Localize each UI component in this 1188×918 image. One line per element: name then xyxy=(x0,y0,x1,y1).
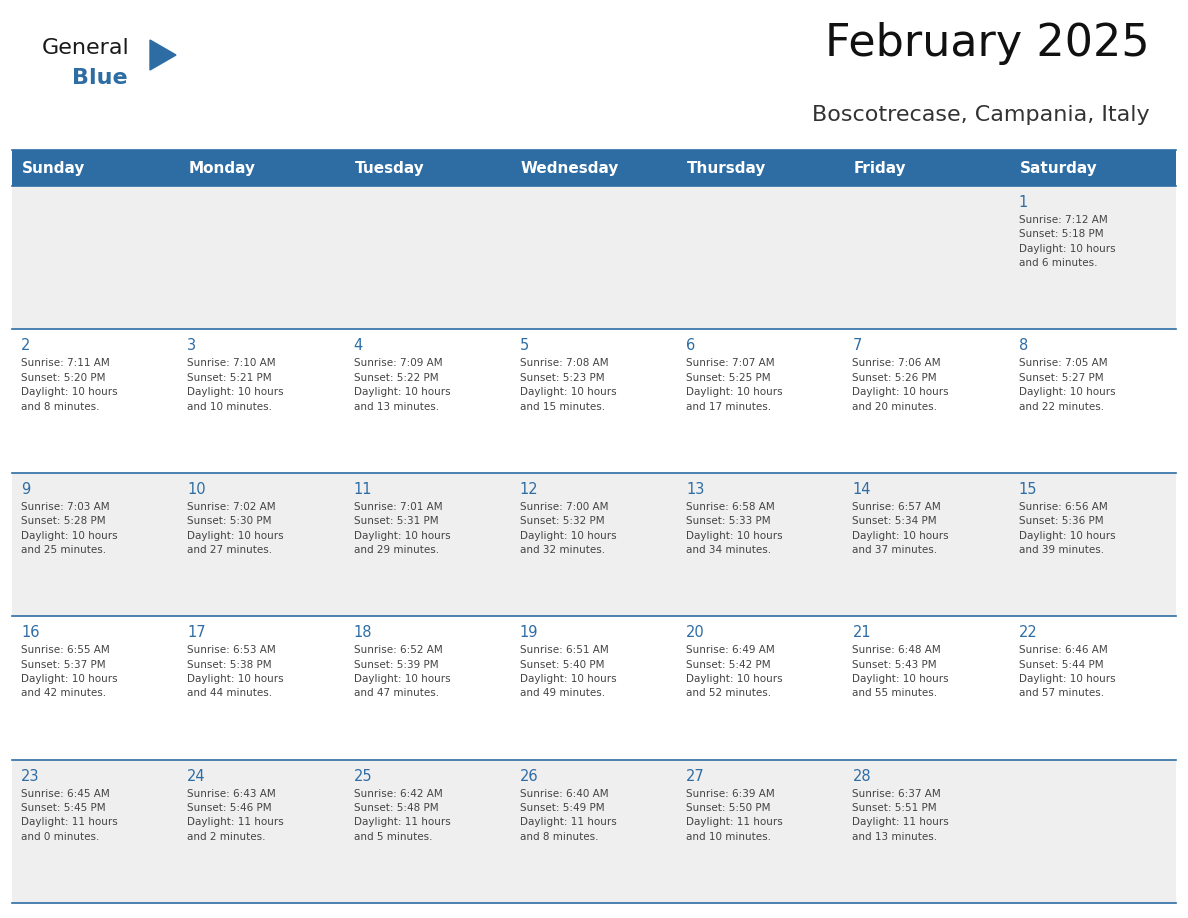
Text: 14: 14 xyxy=(853,482,871,497)
Text: Sunrise: 7:00 AM
Sunset: 5:32 PM
Daylight: 10 hours
and 32 minutes.: Sunrise: 7:00 AM Sunset: 5:32 PM Dayligh… xyxy=(520,502,617,555)
Text: Sunrise: 7:03 AM
Sunset: 5:28 PM
Daylight: 10 hours
and 25 minutes.: Sunrise: 7:03 AM Sunset: 5:28 PM Dayligh… xyxy=(21,502,118,555)
Text: Sunrise: 6:55 AM
Sunset: 5:37 PM
Daylight: 10 hours
and 42 minutes.: Sunrise: 6:55 AM Sunset: 5:37 PM Dayligh… xyxy=(21,645,118,699)
Text: Sunrise: 7:12 AM
Sunset: 5:18 PM
Daylight: 10 hours
and 6 minutes.: Sunrise: 7:12 AM Sunset: 5:18 PM Dayligh… xyxy=(1019,215,1116,268)
Text: Sunrise: 7:02 AM
Sunset: 5:30 PM
Daylight: 10 hours
and 27 minutes.: Sunrise: 7:02 AM Sunset: 5:30 PM Dayligh… xyxy=(188,502,284,555)
Bar xyxy=(12,473,1176,616)
Text: 27: 27 xyxy=(687,768,704,784)
Bar xyxy=(12,150,1176,186)
Text: Sunrise: 7:09 AM
Sunset: 5:22 PM
Daylight: 10 hours
and 13 minutes.: Sunrise: 7:09 AM Sunset: 5:22 PM Dayligh… xyxy=(354,358,450,411)
Text: 18: 18 xyxy=(354,625,372,640)
Text: 5: 5 xyxy=(520,339,529,353)
Text: Sunrise: 6:58 AM
Sunset: 5:33 PM
Daylight: 10 hours
and 34 minutes.: Sunrise: 6:58 AM Sunset: 5:33 PM Dayligh… xyxy=(687,502,783,555)
Text: 23: 23 xyxy=(21,768,39,784)
Text: 11: 11 xyxy=(354,482,372,497)
Text: Sunrise: 6:46 AM
Sunset: 5:44 PM
Daylight: 10 hours
and 57 minutes.: Sunrise: 6:46 AM Sunset: 5:44 PM Dayligh… xyxy=(1019,645,1116,699)
Text: Sunrise: 6:53 AM
Sunset: 5:38 PM
Daylight: 10 hours
and 44 minutes.: Sunrise: 6:53 AM Sunset: 5:38 PM Dayligh… xyxy=(188,645,284,699)
Text: Sunrise: 6:43 AM
Sunset: 5:46 PM
Daylight: 11 hours
and 2 minutes.: Sunrise: 6:43 AM Sunset: 5:46 PM Dayligh… xyxy=(188,789,284,842)
Text: Sunrise: 7:08 AM
Sunset: 5:23 PM
Daylight: 10 hours
and 15 minutes.: Sunrise: 7:08 AM Sunset: 5:23 PM Dayligh… xyxy=(520,358,617,411)
Text: 12: 12 xyxy=(520,482,538,497)
Text: 6: 6 xyxy=(687,339,695,353)
Text: Sunrise: 6:40 AM
Sunset: 5:49 PM
Daylight: 11 hours
and 8 minutes.: Sunrise: 6:40 AM Sunset: 5:49 PM Dayligh… xyxy=(520,789,617,842)
Text: 16: 16 xyxy=(21,625,39,640)
Text: Sunrise: 7:01 AM
Sunset: 5:31 PM
Daylight: 10 hours
and 29 minutes.: Sunrise: 7:01 AM Sunset: 5:31 PM Dayligh… xyxy=(354,502,450,555)
Bar xyxy=(12,616,1176,759)
Text: 20: 20 xyxy=(687,625,704,640)
Bar xyxy=(12,186,1176,330)
Text: 19: 19 xyxy=(520,625,538,640)
Text: 2: 2 xyxy=(21,339,31,353)
Text: Sunrise: 6:39 AM
Sunset: 5:50 PM
Daylight: 11 hours
and 10 minutes.: Sunrise: 6:39 AM Sunset: 5:50 PM Dayligh… xyxy=(687,789,783,842)
Text: Sunrise: 6:51 AM
Sunset: 5:40 PM
Daylight: 10 hours
and 49 minutes.: Sunrise: 6:51 AM Sunset: 5:40 PM Dayligh… xyxy=(520,645,617,699)
Text: 7: 7 xyxy=(853,339,861,353)
Text: Wednesday: Wednesday xyxy=(520,161,619,175)
Text: 15: 15 xyxy=(1019,482,1037,497)
Text: 26: 26 xyxy=(520,768,538,784)
Text: 21: 21 xyxy=(853,625,871,640)
Text: Thursday: Thursday xyxy=(687,161,766,175)
Text: Saturday: Saturday xyxy=(1019,161,1098,175)
Text: Monday: Monday xyxy=(188,161,255,175)
Text: Sunrise: 6:52 AM
Sunset: 5:39 PM
Daylight: 10 hours
and 47 minutes.: Sunrise: 6:52 AM Sunset: 5:39 PM Dayligh… xyxy=(354,645,450,699)
Text: Sunrise: 6:48 AM
Sunset: 5:43 PM
Daylight: 10 hours
and 55 minutes.: Sunrise: 6:48 AM Sunset: 5:43 PM Dayligh… xyxy=(853,645,949,699)
Text: Sunrise: 6:45 AM
Sunset: 5:45 PM
Daylight: 11 hours
and 0 minutes.: Sunrise: 6:45 AM Sunset: 5:45 PM Dayligh… xyxy=(21,789,118,842)
Text: Sunrise: 6:37 AM
Sunset: 5:51 PM
Daylight: 11 hours
and 13 minutes.: Sunrise: 6:37 AM Sunset: 5:51 PM Dayligh… xyxy=(853,789,949,842)
Text: 17: 17 xyxy=(188,625,206,640)
Text: Sunrise: 6:56 AM
Sunset: 5:36 PM
Daylight: 10 hours
and 39 minutes.: Sunrise: 6:56 AM Sunset: 5:36 PM Dayligh… xyxy=(1019,502,1116,555)
Text: 3: 3 xyxy=(188,339,196,353)
Text: Tuesday: Tuesday xyxy=(354,161,424,175)
Text: February 2025: February 2025 xyxy=(826,22,1150,65)
Text: Sunrise: 7:10 AM
Sunset: 5:21 PM
Daylight: 10 hours
and 10 minutes.: Sunrise: 7:10 AM Sunset: 5:21 PM Dayligh… xyxy=(188,358,284,411)
Bar xyxy=(12,759,1176,903)
Text: Friday: Friday xyxy=(853,161,906,175)
Text: Sunrise: 6:49 AM
Sunset: 5:42 PM
Daylight: 10 hours
and 52 minutes.: Sunrise: 6:49 AM Sunset: 5:42 PM Dayligh… xyxy=(687,645,783,699)
Text: Sunrise: 7:11 AM
Sunset: 5:20 PM
Daylight: 10 hours
and 8 minutes.: Sunrise: 7:11 AM Sunset: 5:20 PM Dayligh… xyxy=(21,358,118,411)
Text: Sunrise: 6:42 AM
Sunset: 5:48 PM
Daylight: 11 hours
and 5 minutes.: Sunrise: 6:42 AM Sunset: 5:48 PM Dayligh… xyxy=(354,789,450,842)
Text: 9: 9 xyxy=(21,482,30,497)
Text: 25: 25 xyxy=(354,768,372,784)
Text: 4: 4 xyxy=(354,339,362,353)
Text: 28: 28 xyxy=(853,768,871,784)
Text: 10: 10 xyxy=(188,482,206,497)
Text: Sunrise: 7:07 AM
Sunset: 5:25 PM
Daylight: 10 hours
and 17 minutes.: Sunrise: 7:07 AM Sunset: 5:25 PM Dayligh… xyxy=(687,358,783,411)
Polygon shape xyxy=(150,40,176,70)
Bar xyxy=(12,330,1176,473)
Text: 24: 24 xyxy=(188,768,206,784)
Text: General: General xyxy=(42,38,129,58)
Text: Sunrise: 7:05 AM
Sunset: 5:27 PM
Daylight: 10 hours
and 22 minutes.: Sunrise: 7:05 AM Sunset: 5:27 PM Dayligh… xyxy=(1019,358,1116,411)
Text: Sunrise: 7:06 AM
Sunset: 5:26 PM
Daylight: 10 hours
and 20 minutes.: Sunrise: 7:06 AM Sunset: 5:26 PM Dayligh… xyxy=(853,358,949,411)
Text: 13: 13 xyxy=(687,482,704,497)
Text: Boscotrecase, Campania, Italy: Boscotrecase, Campania, Italy xyxy=(813,105,1150,125)
Text: 22: 22 xyxy=(1019,625,1037,640)
Text: Sunrise: 6:57 AM
Sunset: 5:34 PM
Daylight: 10 hours
and 37 minutes.: Sunrise: 6:57 AM Sunset: 5:34 PM Dayligh… xyxy=(853,502,949,555)
Text: Blue: Blue xyxy=(72,68,127,88)
Text: Sunday: Sunday xyxy=(23,161,86,175)
Text: 8: 8 xyxy=(1019,339,1028,353)
Text: 1: 1 xyxy=(1019,195,1028,210)
